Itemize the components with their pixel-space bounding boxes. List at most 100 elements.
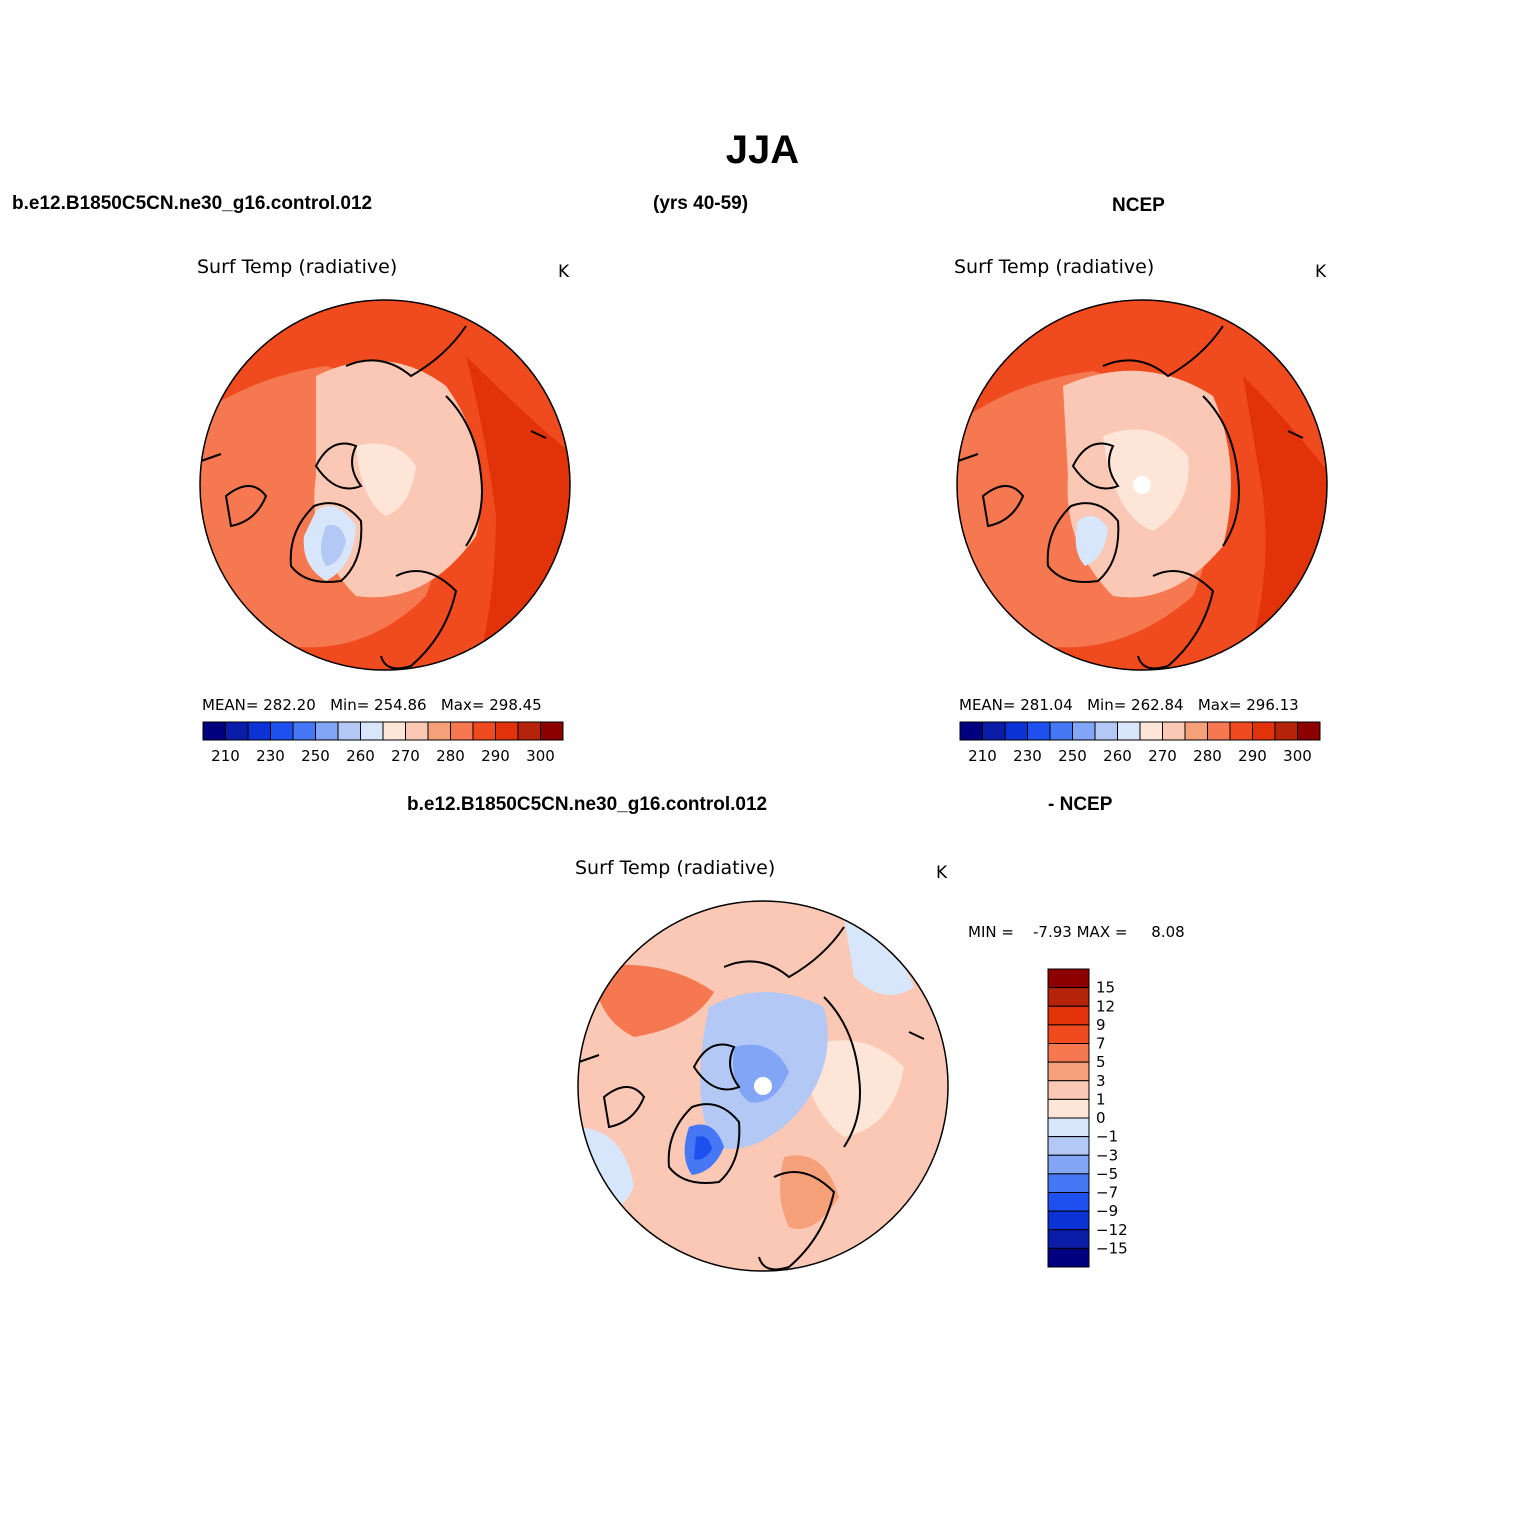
model-colorbar-box xyxy=(427,721,451,741)
obs-mean-label: MEAN= xyxy=(959,696,1016,714)
model-colorbar-label: 260 xyxy=(346,747,375,765)
model-colorbar-box xyxy=(247,721,271,741)
diff-colorbar-label: 12 xyxy=(1096,997,1115,1015)
obs-colorbar-label: 270 xyxy=(1148,747,1177,765)
model-colorbar-box xyxy=(360,721,384,741)
diff-colorbar-label: 1 xyxy=(1096,1090,1106,1108)
main-title: JJA xyxy=(725,128,800,172)
diff-colorbar-box xyxy=(1047,1005,1090,1026)
model-colorbar-box xyxy=(315,721,339,741)
model-colorbar-label: 250 xyxy=(301,747,330,765)
diff-colorbar-label: −15 xyxy=(1096,1239,1128,1257)
model-colorbar-box xyxy=(337,721,361,741)
obs-max-value: 296.13 xyxy=(1246,696,1299,714)
obs-min-label: Min= xyxy=(1087,696,1127,714)
model-units: K xyxy=(558,262,570,282)
obs-colorbar-box xyxy=(1184,721,1208,741)
model-colorbar-box xyxy=(495,721,519,741)
model-colorbar-box xyxy=(202,721,226,741)
obs-colorbar-box xyxy=(1049,721,1073,741)
diff-case-name: b.e12.B1850C5CN.ne30_g16.control.012 xyxy=(407,794,768,815)
diff-colorbar-box xyxy=(1047,968,1090,989)
model-colorbar-box xyxy=(405,721,429,741)
obs-colorbar-label: 300 xyxy=(1283,747,1312,765)
model-colorbar-label: 230 xyxy=(256,747,285,765)
obs-colorbar-box xyxy=(1229,721,1253,741)
obs-colorbar-label: 210 xyxy=(968,747,997,765)
obs-colorbar-label: 260 xyxy=(1103,747,1132,765)
model-colorbar-label: 300 xyxy=(526,747,555,765)
model-colorbar-label: 270 xyxy=(391,747,420,765)
model-polar-map xyxy=(199,299,571,671)
diff-colorbar-label: 9 xyxy=(1096,1016,1106,1034)
diff-colorbar-label: −1 xyxy=(1096,1128,1118,1146)
diff-colorbar-label: 0 xyxy=(1096,1109,1106,1127)
diff-stats-line: MIN = -7.93 MAX = 8.08 xyxy=(968,923,1185,941)
obs-min-value: 262.84 xyxy=(1131,696,1184,714)
model-colorbar-box xyxy=(382,721,406,741)
diff-obs-name: - NCEP xyxy=(1048,794,1113,815)
obs-max-label: Max= xyxy=(1197,696,1242,714)
model-min-label: Min= xyxy=(330,696,370,714)
diff-min-value: -7.93 xyxy=(1033,923,1072,941)
diff-colorbar-box xyxy=(1047,1192,1090,1212)
diff-polar-map xyxy=(577,900,949,1272)
diff-colorbar-label: 5 xyxy=(1096,1053,1106,1071)
diff-colorbar-box xyxy=(1047,1061,1090,1082)
diff-colorbar-box xyxy=(1047,1136,1090,1156)
model-colorbar-label: 280 xyxy=(436,747,465,765)
obs-colorbar-label: 290 xyxy=(1238,747,1267,765)
diff-colorbar-box xyxy=(1047,1173,1090,1193)
diff-colorbar-box xyxy=(1047,1229,1090,1249)
diff-colorbar-box xyxy=(1047,1117,1090,1138)
model-mean-label: MEAN= xyxy=(202,696,259,714)
obs-colorbar: 210 230 250 260 270 280 290 300 xyxy=(959,721,1321,765)
diff-colorbar-box xyxy=(1047,1043,1090,1063)
diff-colorbar-box xyxy=(1047,1154,1090,1175)
obs-colorbar-box xyxy=(1252,721,1276,741)
diff-colorbar-box xyxy=(1047,1080,1090,1100)
obs-colorbar-box xyxy=(1027,721,1051,741)
diff-colorbar-box xyxy=(1047,1024,1090,1044)
model-colorbar-box xyxy=(270,721,294,741)
model-plot-title: Surf Temp (radiative) xyxy=(197,256,398,278)
model-colorbar-box xyxy=(225,721,249,741)
model-max-label: Max= xyxy=(440,696,485,714)
obs-colorbar-box xyxy=(1117,721,1141,741)
diff-colorbar-label: −12 xyxy=(1096,1221,1128,1239)
model-colorbar-box xyxy=(517,721,541,741)
obs-colorbar-box xyxy=(1004,721,1028,741)
diff-colorbar-label: −5 xyxy=(1096,1165,1118,1183)
obs-mean-value: 281.04 xyxy=(1020,696,1073,714)
model-colorbar-label: 290 xyxy=(481,747,510,765)
obs-name: NCEP xyxy=(1112,195,1165,216)
case-name: b.e12.B1850C5CN.ne30_g16.control.012 xyxy=(12,193,373,214)
obs-polar-map xyxy=(956,299,1328,671)
model-colorbar-label: 210 xyxy=(211,747,240,765)
diff-units: K xyxy=(936,863,948,883)
diff-max-value: 8.08 xyxy=(1151,923,1185,941)
diff-min-label: MIN = xyxy=(968,923,1014,941)
model-min-value: 254.86 xyxy=(374,696,427,714)
obs-colorbar-box xyxy=(1162,721,1186,741)
years-label: (yrs 40-59) xyxy=(653,193,749,214)
obs-stats-line: MEAN= 281.04 Min= 262.84 Max= 296.13 xyxy=(959,696,1299,714)
model-colorbar: 210 230 250 260 270 280 290 300 xyxy=(202,721,564,765)
obs-colorbar-label: 250 xyxy=(1058,747,1087,765)
diff-max-label: MAX = xyxy=(1076,923,1128,941)
obs-units: K xyxy=(1315,262,1327,282)
obs-colorbar-box xyxy=(982,721,1006,741)
obs-plot-title: Surf Temp (radiative) xyxy=(954,256,1155,278)
diff-colorbar-box xyxy=(1047,987,1090,1007)
diff-colorbar-label: −3 xyxy=(1096,1146,1118,1164)
diff-colorbar-label: 3 xyxy=(1096,1072,1106,1090)
obs-colorbar-box xyxy=(959,721,983,741)
model-colorbar-box xyxy=(540,721,564,741)
model-stats-line: MEAN= 282.20 Min= 254.86 Max= 298.45 xyxy=(202,696,542,714)
diff-colorbar-box xyxy=(1047,1247,1090,1268)
diff-colorbar-box xyxy=(1047,1098,1090,1119)
obs-colorbar-box xyxy=(1139,721,1163,741)
obs-colorbar-label: 280 xyxy=(1193,747,1222,765)
obs-colorbar-box xyxy=(1297,721,1321,741)
